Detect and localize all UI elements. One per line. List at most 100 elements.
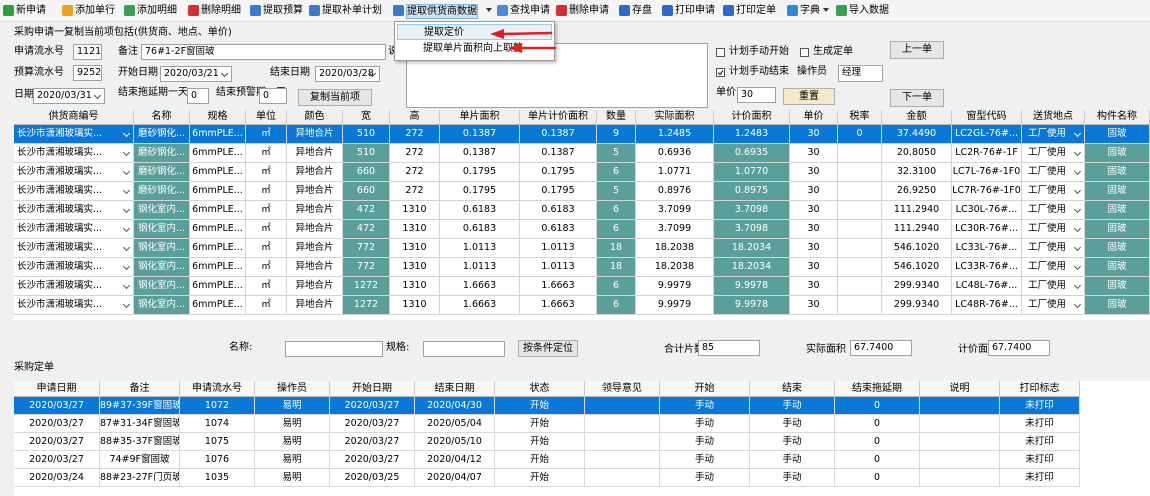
grid-cell: ㎡	[246, 144, 287, 163]
start-date-combo[interactable]: 2020/03/21	[160, 66, 232, 82]
checkbox[interactable]	[800, 48, 809, 57]
column-header: 操作员	[255, 381, 330, 397]
grid-cell	[585, 415, 660, 433]
price-input[interactable]: 30	[737, 87, 776, 103]
grid-cell: 1272	[343, 277, 390, 296]
grid-cell: 510	[343, 144, 390, 163]
toolbar-button[interactable]: 新申请	[16, 5, 46, 16]
spec-input[interactable]	[423, 341, 505, 357]
column-header: 领导意见	[585, 381, 660, 397]
grid-cell: 固玻	[1085, 144, 1150, 163]
toolbar-button[interactable]: 打印定单	[736, 5, 776, 16]
toolbar-button[interactable]: 提取补单计划	[322, 5, 382, 16]
toolbar-icon	[619, 5, 630, 16]
grid-cell: LC48R-76#...	[952, 296, 1022, 315]
grid-cell: 3.7099	[636, 201, 714, 220]
grid-cell: 钢化室内...	[134, 201, 190, 220]
toolbar-button[interactable]: 添加明细	[137, 5, 177, 16]
checkbox-label: 生成定单	[813, 46, 853, 57]
toolbar-icon	[662, 5, 673, 16]
prev-button[interactable]: 上一单	[890, 41, 944, 59]
grid-cell: 0.6183	[520, 201, 597, 220]
end-date-combo[interactable]: 2020/03/28	[315, 66, 380, 82]
toolbar-icon	[124, 5, 135, 16]
toolbar-button[interactable]: 提取供货商数据	[406, 4, 478, 19]
grid-cell: 18.2034	[714, 258, 790, 277]
grid-cell: 6mmPLE...	[190, 163, 246, 182]
name-input[interactable]	[285, 341, 383, 357]
grid-cell: 长沙市潇湘玻璃实...	[14, 277, 134, 296]
column-header: 申请流水号	[180, 381, 255, 397]
grid-cell: 磨砂钢化...	[134, 144, 190, 163]
grid-cell: 手动	[750, 397, 835, 415]
grid-cell: 开始	[495, 415, 585, 433]
grid-cell: 1310	[390, 239, 440, 258]
copy-button[interactable]: 复制当前项	[298, 89, 372, 106]
grid-cell	[838, 239, 882, 258]
grid-cell	[920, 415, 1000, 433]
remark-input[interactable]: 76#1-2F窗固玻	[141, 44, 386, 60]
delay-input[interactable]: 0	[187, 88, 209, 104]
grid-cell: 0.1387	[520, 144, 597, 163]
grid-cell: 工厂使用	[1022, 296, 1085, 315]
warn-input[interactable]: 0	[259, 88, 287, 104]
toolbar-button[interactable]: 提取预算	[263, 5, 303, 16]
grid-cell: 1.0113	[440, 239, 520, 258]
grid-cell: 异地合片	[287, 277, 343, 296]
grid-cell: LC7L-76#-1F0	[952, 163, 1022, 182]
grid-cell: ㎡	[246, 182, 287, 201]
grid-cell: 1.0770	[714, 163, 790, 182]
toolbar-icon	[309, 5, 320, 16]
grid-cell: ㎡	[246, 201, 287, 220]
priced-input[interactable]: 67.7400	[988, 340, 1050, 356]
grid-cell: 9	[597, 125, 636, 144]
grid-cell: 2020/03/27	[14, 397, 100, 415]
grid-cell: 9.9978	[714, 296, 790, 315]
grid-cell: 2020/03/24	[14, 469, 100, 487]
reset-button[interactable]: 重置	[783, 88, 835, 105]
grid-cell: 异地合片	[287, 201, 343, 220]
grid-cell: 660	[343, 182, 390, 201]
grid-cell: 3.7098	[714, 220, 790, 239]
toolbar-icon	[393, 5, 404, 16]
grid-cell: 18.2038	[636, 258, 714, 277]
operator-input[interactable]: 经理	[838, 65, 883, 82]
grid-cell: 0.6183	[440, 201, 520, 220]
grid-cell: 18.2034	[714, 239, 790, 258]
toolbar-button[interactable]: 删除申请	[569, 5, 609, 16]
toolbar-button[interactable]: 查找申请	[510, 5, 550, 16]
apply-no-input[interactable]: 1121	[73, 44, 102, 60]
toolbar-button[interactable]: 字典	[800, 5, 820, 16]
toolbar-button[interactable]: 导入数据	[849, 5, 889, 16]
grid-cell: ㎡	[246, 239, 287, 258]
actual-input[interactable]: 67.7400	[850, 340, 912, 356]
grid-cell: LC48L-76#...	[952, 277, 1022, 296]
checkbox[interactable]	[716, 48, 725, 57]
next-button[interactable]: 下一单	[890, 89, 944, 107]
grid-cell: 固玻	[1085, 239, 1150, 258]
locate-button[interactable]: 按条件定位	[518, 340, 578, 357]
grid-cell: 30	[790, 163, 838, 182]
grid-cell: 工厂使用	[1022, 201, 1085, 220]
toolbar-icon	[188, 5, 199, 16]
grid-cell: 6	[597, 220, 636, 239]
date-combo[interactable]: 2020/03/31	[33, 88, 105, 104]
toolbar-button[interactable]: 打印申请	[675, 5, 715, 16]
grid-cell: 660	[343, 163, 390, 182]
toolbar-button[interactable]: 添加单行	[75, 5, 115, 16]
grid-cell: 6mmPLE...	[190, 125, 246, 144]
count-input[interactable]: 85	[698, 340, 760, 356]
dropdown-arrow	[823, 8, 829, 12]
budget-no-input[interactable]: 9252	[73, 65, 102, 81]
grid-cell: 2020/03/27	[330, 415, 415, 433]
grid-cell: 0.1387	[440, 144, 520, 163]
toolbar-button[interactable]: 删除明细	[201, 5, 241, 16]
grid-cell: 272	[390, 163, 440, 182]
grid-cell: 未打印	[1000, 469, 1080, 487]
toolbar-button[interactable]: 存盘	[632, 5, 652, 16]
grid-cell: 37.4490	[882, 125, 952, 144]
grid-cell: 0.1795	[440, 163, 520, 182]
label: 预算流水号	[14, 67, 64, 78]
checkbox-checked[interactable]	[716, 68, 725, 77]
menu-item[interactable]: 提取单片面积向上取整	[423, 43, 523, 54]
